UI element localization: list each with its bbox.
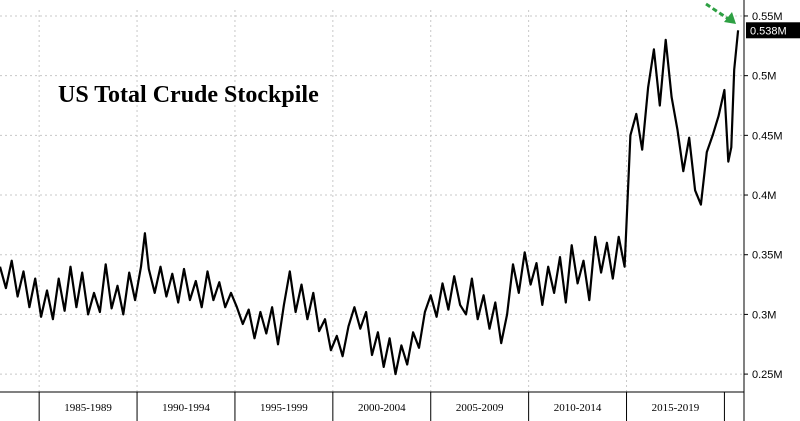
period-label: 2010-2014 <box>554 402 602 414</box>
stockpile-series-line <box>0 30 740 376</box>
last-value-label: 0.538M <box>750 25 787 37</box>
last-value-badge: 0.538M <box>746 22 800 39</box>
period-label: 1990-1994 <box>162 402 210 414</box>
period-label: 2015-2019 <box>652 402 700 414</box>
y-tick-label: 0.3M <box>752 309 776 321</box>
y-tick-label: 0.5M <box>752 71 776 83</box>
period-label: 2000-2004 <box>358 402 406 414</box>
x-axis-periods: 1985-1989 1990-1994 1995-1999 2000-2004 2005… <box>38 392 725 421</box>
green-arrow-icon <box>705 2 736 24</box>
period-label: 1985-1989 <box>64 402 112 414</box>
plot-frame <box>0 0 745 421</box>
y-axis: 0.25M 0.3M 0.35M 0.4M 0.45M 0.5M 0.55M <box>744 11 783 381</box>
y-tick-label: 0.55M <box>752 11 783 23</box>
period-label: 1995-1999 <box>260 402 308 414</box>
period-label: 2005-2009 <box>456 402 504 414</box>
last-value-badge-box <box>746 22 800 39</box>
chart-title: US Total Crude Stockpile <box>58 82 319 108</box>
y-tick-label: 0.25M <box>752 369 783 381</box>
y-tick-label: 0.4M <box>752 190 776 202</box>
y-tick-label: 0.35M <box>752 250 783 262</box>
y-tick-label: 0.45M <box>752 130 783 142</box>
arrow-head <box>724 12 736 24</box>
arrow-shaft <box>705 2 731 22</box>
gridlines <box>0 10 744 392</box>
